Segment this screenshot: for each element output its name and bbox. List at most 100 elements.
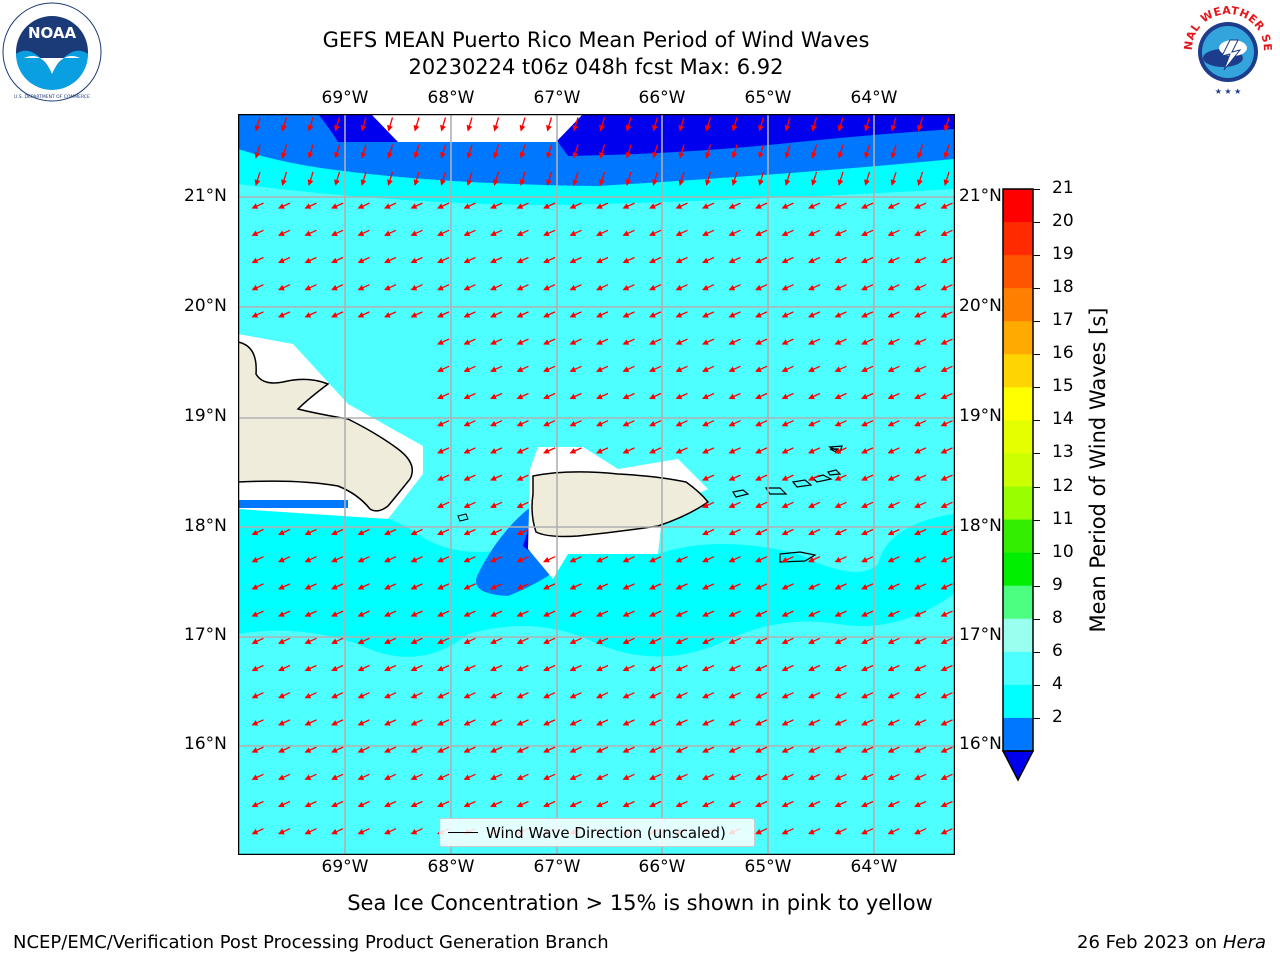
wind-wave-arrow <box>755 202 768 209</box>
wind-wave-arrow <box>490 229 503 236</box>
wind-wave-arrow <box>254 144 261 159</box>
footer-machine: Hera <box>1222 932 1266 953</box>
wind-wave-arrow <box>331 746 344 753</box>
wind-wave-arrow <box>384 229 397 236</box>
wind-wave-arrow <box>596 692 609 699</box>
wind-wave-arrow <box>622 256 635 264</box>
wind-wave-arrow <box>861 719 874 726</box>
wind-wave-arrow <box>516 528 529 536</box>
wind-wave-arrow <box>755 828 768 835</box>
wind-wave-arrow <box>702 474 715 481</box>
wind-wave-arrow <box>914 311 927 318</box>
wind-wave-arrow <box>278 284 291 291</box>
wind-wave-arrow <box>887 610 900 617</box>
wind-wave-arrow <box>702 338 715 345</box>
wind-wave-arrow <box>490 447 503 454</box>
wind-wave-arrow <box>861 447 874 454</box>
lat-label-right: 18°N <box>959 516 1002 536</box>
wind-wave-arrow <box>808 311 821 318</box>
wind-wave-arrow <box>940 284 953 291</box>
wind-wave-arrow <box>437 528 450 536</box>
wind-wave-arrow <box>675 392 688 400</box>
wind-wave-arrow <box>304 637 317 644</box>
wind-wave-arrow <box>622 746 635 753</box>
wind-wave-arrow <box>569 583 582 590</box>
wind-wave-arrow <box>808 447 821 454</box>
wind-wave-arrow <box>278 692 291 699</box>
wind-wave-arrow <box>543 229 556 236</box>
wind-wave-arrow <box>490 556 503 563</box>
wind-wave-arrow <box>437 392 450 400</box>
wind-wave-arrow <box>834 284 847 291</box>
wind-wave-arrow <box>914 828 927 835</box>
lat-label-right: 20°N <box>959 296 1002 316</box>
wind-wave-arrow <box>493 171 500 186</box>
wind-wave-arrow <box>702 610 715 617</box>
wind-wave-arrow <box>251 284 264 291</box>
colorbar-tick-label: 14 <box>1052 409 1074 430</box>
wind-wave-arrow <box>543 447 556 454</box>
wind-wave-arrow <box>784 144 791 159</box>
colorbar-tick-mark <box>1033 222 1040 224</box>
lat-label-left: 17°N <box>184 625 227 645</box>
wind-wave-arrow <box>675 583 688 590</box>
wind-wave-arrow <box>410 719 423 726</box>
wind-wave-arrow <box>675 338 688 345</box>
wind-wave-arrow <box>569 392 582 400</box>
wind-wave-arrow <box>728 773 741 780</box>
wind-wave-arrow <box>410 284 423 291</box>
wind-wave-arrow <box>251 528 264 536</box>
wind-wave-arrow <box>940 392 953 400</box>
wind-wave-arrow <box>649 365 662 372</box>
colorbar-tick-label: 20 <box>1052 211 1074 232</box>
wind-wave-arrow <box>758 144 765 159</box>
colorbar-tick-label: 16 <box>1052 343 1074 364</box>
wind-wave-arrow <box>437 229 450 236</box>
wind-wave-arrow <box>596 202 609 209</box>
wind-wave-arrow <box>596 365 609 372</box>
wind-wave-arrow <box>887 828 900 835</box>
wind-wave-arrow <box>940 365 953 372</box>
wind-wave-arrow <box>649 420 662 427</box>
wind-wave-arrow <box>251 664 264 672</box>
wind-wave-arrow <box>702 583 715 590</box>
wind-wave-arrow <box>755 420 768 427</box>
wind-wave-arrow <box>728 664 741 672</box>
wind-wave-arrow <box>304 719 317 726</box>
wind-wave-arrow <box>304 229 317 236</box>
wind-wave-arrow <box>251 800 264 808</box>
wind-wave-arrow <box>304 773 317 780</box>
wind-wave-arrow <box>304 284 317 291</box>
chart-title-line2: 20230224 t06z 048h fcst Max: 6.92 <box>408 55 784 79</box>
wind-wave-arrow <box>728 202 741 209</box>
wind-wave-arrow <box>940 583 953 590</box>
wind-wave-arrow <box>334 117 341 132</box>
wind-wave-arrow <box>334 171 341 186</box>
wind-wave-arrow <box>728 447 741 454</box>
wind-wave-arrow <box>251 610 264 617</box>
wind-wave-arrow <box>834 773 847 780</box>
wind-wave-arrow <box>943 144 950 159</box>
wind-wave-arrow <box>808 420 821 427</box>
wind-wave-arrow <box>917 117 924 132</box>
wind-wave-arrow <box>887 420 900 427</box>
wind-wave-arrow <box>675 746 688 753</box>
wind-wave-arrow <box>622 610 635 617</box>
wind-wave-arrow <box>808 664 821 672</box>
wind-wave-arrow <box>463 773 476 780</box>
wind-wave-arrow <box>781 610 794 617</box>
wind-wave-arrow <box>811 117 818 132</box>
wind-wave-arrow <box>569 365 582 372</box>
wind-wave-arrow <box>463 692 476 699</box>
wind-wave-arrow <box>278 229 291 236</box>
wind-wave-arrow <box>675 773 688 780</box>
wind-wave-arrow <box>728 311 741 318</box>
wind-wave-arrow <box>357 746 370 753</box>
wind-wave-arrow <box>861 800 874 808</box>
wind-wave-arrow <box>490 746 503 753</box>
map-legend: Wind Wave Direction (unscaled) <box>439 818 755 847</box>
wind-wave-arrow <box>622 800 635 808</box>
colorbar-tick-mark <box>1033 585 1040 587</box>
wind-wave-arrow <box>384 556 397 563</box>
wind-wave-arrow <box>281 144 288 159</box>
